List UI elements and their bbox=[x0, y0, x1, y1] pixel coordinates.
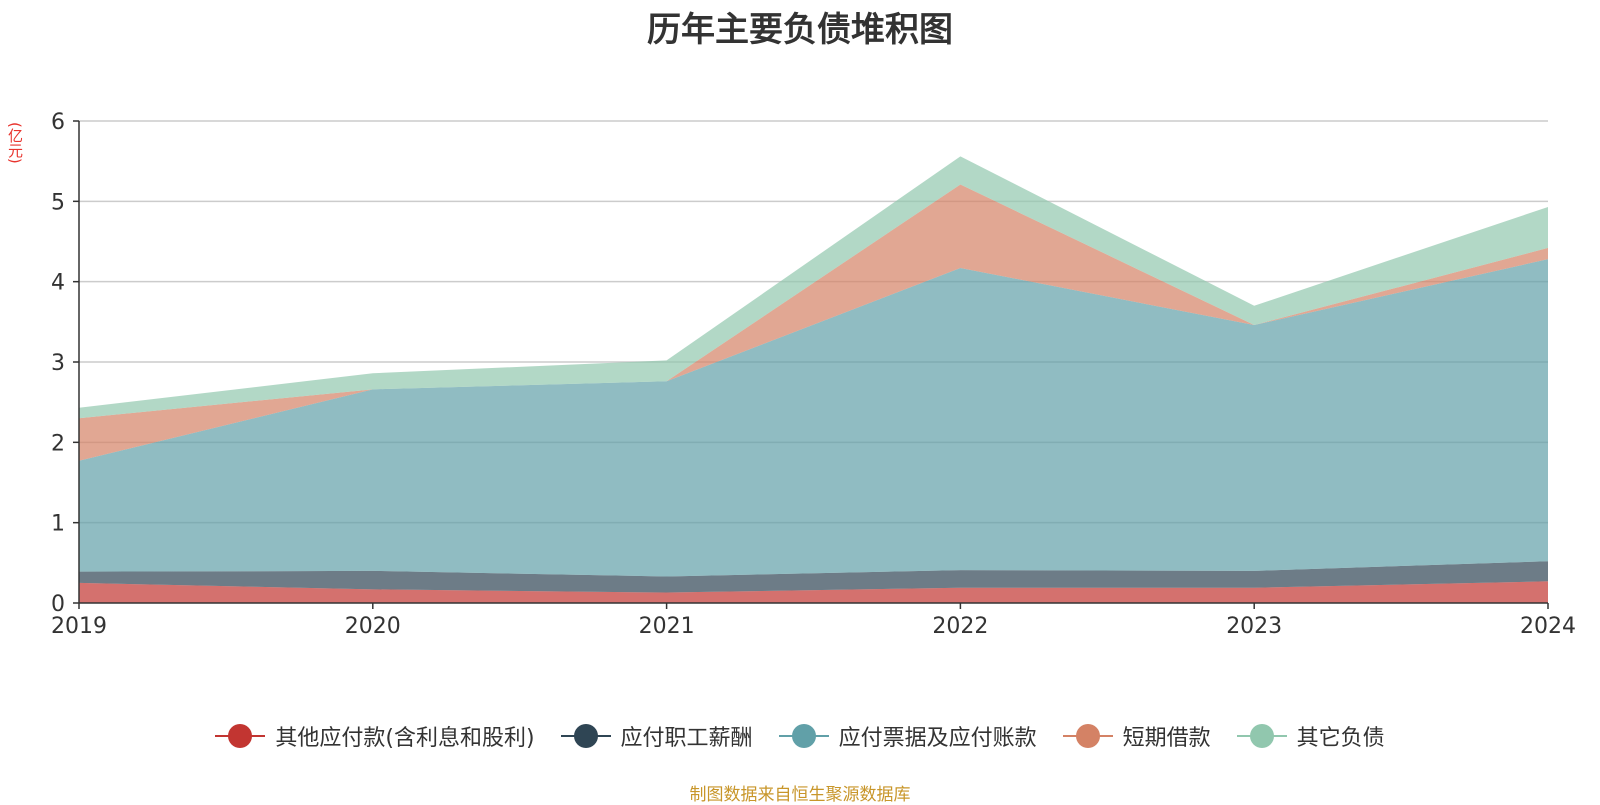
tick-labels: 0 1 2 3 4 5 6 2019 2020 2021 2022 2023 2024 bbox=[51, 110, 1576, 639]
y-tick-label: 5 bbox=[51, 190, 65, 215]
legend-marker-icon bbox=[215, 724, 266, 748]
area-series bbox=[79, 156, 1548, 603]
legend-item[interactable]: 应付票据及应付账款 bbox=[778, 720, 1037, 752]
legend-item[interactable]: 其它负债 bbox=[1236, 720, 1385, 752]
legend-marker-icon bbox=[778, 724, 829, 748]
legend-marker-icon bbox=[1062, 724, 1113, 748]
y-axis-unit-label: (亿元) bbox=[6, 122, 24, 164]
y-tick-label: 0 bbox=[51, 592, 65, 617]
source-note: 制图数据来自恒生聚源数据库 bbox=[689, 785, 911, 805]
area-series-1 bbox=[79, 581, 1548, 603]
chart-title: 历年主要负债堆积图 bbox=[647, 10, 953, 50]
y-tick-label: 1 bbox=[51, 512, 65, 537]
area-series-2 bbox=[79, 561, 1548, 593]
legend-label: 短期借款 bbox=[1122, 726, 1211, 751]
x-tick-label: 2022 bbox=[932, 614, 988, 639]
y-tick-label: 4 bbox=[51, 271, 65, 296]
axes bbox=[73, 120, 1549, 609]
stacked-area-chart: 0 1 2 3 4 5 6 2019 2020 2021 2022 2023 2024 bbox=[51, 110, 1576, 639]
area-series-3 bbox=[79, 259, 1548, 577]
legend: 其他应付款(含利息和股利) 应付职工薪酬 应付票据及应付账款 短期借款 其它负债 bbox=[0, 720, 1600, 752]
y-tick-label: 6 bbox=[51, 110, 65, 135]
x-tick-label: 2024 bbox=[1520, 614, 1576, 639]
area-series-5 bbox=[79, 156, 1548, 419]
legend-label: 其他应付款(含利息和股利) bbox=[275, 726, 535, 751]
y-tick-label: 3 bbox=[51, 351, 65, 376]
legend-marker-icon bbox=[560, 724, 611, 748]
x-tick-label: 2023 bbox=[1226, 614, 1282, 639]
legend-label: 应付票据及应付账款 bbox=[838, 726, 1037, 751]
legend-label: 其它负债 bbox=[1296, 726, 1385, 751]
legend-marker-icon bbox=[1236, 724, 1287, 748]
x-tick-label: 2020 bbox=[345, 614, 401, 639]
legend-item[interactable]: 短期借款 bbox=[1062, 720, 1211, 752]
x-tick-label: 2021 bbox=[639, 614, 695, 639]
x-tick-label: 2019 bbox=[51, 614, 107, 639]
legend-label: 应付职工薪酬 bbox=[620, 726, 753, 751]
y-tick-label: 2 bbox=[51, 431, 65, 456]
legend-item[interactable]: 应付职工薪酬 bbox=[560, 720, 753, 752]
area-series-4 bbox=[79, 184, 1548, 461]
legend-item[interactable]: 其他应付款(含利息和股利) bbox=[215, 720, 535, 752]
